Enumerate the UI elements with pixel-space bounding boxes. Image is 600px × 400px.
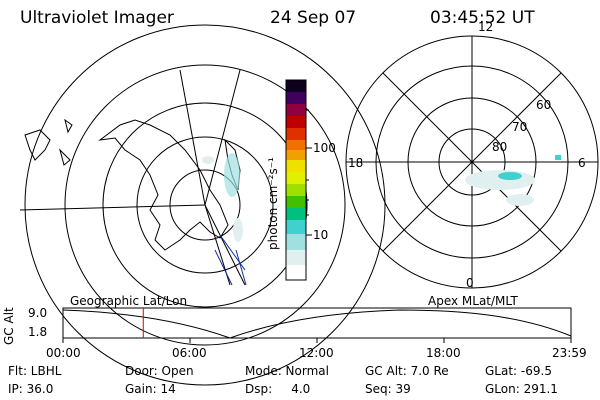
status-dsp: Dsp: 4.0	[245, 382, 311, 396]
header-time: 03:45:52 UT	[430, 8, 535, 28]
timeline-tick-0: 00:00	[46, 346, 81, 360]
mlt-label-12: 12	[478, 20, 494, 34]
timeline-y-max: 9.0	[28, 306, 48, 320]
lat-label-70: 70	[512, 120, 528, 134]
status-gain: Gain: 14	[125, 382, 176, 396]
app-title: Ultraviolet Imager	[20, 8, 174, 28]
status-filter: Flt: LBHL	[8, 364, 62, 378]
geographic-map	[19, 24, 386, 386]
right-map-label: Apex MLat/MLT	[428, 294, 518, 308]
colorbar	[285, 79, 312, 281]
status-ip: IP: 36.0	[8, 382, 54, 396]
timeline-tick-4: 23:59	[552, 346, 587, 360]
status-gc-alt: GC Alt: 7.0 Re	[365, 364, 449, 378]
lat-label-60: 60	[536, 98, 552, 112]
left-map-label: Geographic Lat/Lon	[70, 294, 188, 308]
timeline-y-label: GC Alt	[2, 307, 16, 345]
colorbar-tick-100: 100	[313, 141, 336, 155]
mlt-label-0: 0	[466, 276, 474, 290]
status-seq: Seq: 39	[365, 382, 411, 396]
timeline-tick-3: 18:00	[426, 346, 461, 360]
status-door: Door: Open	[125, 364, 194, 378]
status-glon: GLon: 291.1	[485, 382, 558, 396]
apex-map	[345, 35, 599, 289]
lat-label-80: 80	[492, 140, 508, 154]
timeline-y-min: 1.8	[28, 325, 48, 339]
status-mode: Mode: Normal	[245, 364, 329, 378]
header-date: 24 Sep 07	[270, 8, 357, 28]
left-aurora	[202, 153, 243, 242]
timeline-tick-2: 12:00	[299, 346, 334, 360]
colorbar-unit-label: photon cm⁻²s⁻¹	[266, 157, 280, 250]
colorbar-tick-10: 10	[313, 228, 329, 242]
altitude-timeline	[62, 307, 572, 343]
mlt-label-18: 18	[348, 156, 364, 170]
right-aurora	[465, 155, 561, 206]
timeline-tick-1: 06:00	[172, 346, 207, 360]
status-glat: GLat: -69.5	[485, 364, 552, 378]
mlt-label-6: 6	[578, 156, 586, 170]
